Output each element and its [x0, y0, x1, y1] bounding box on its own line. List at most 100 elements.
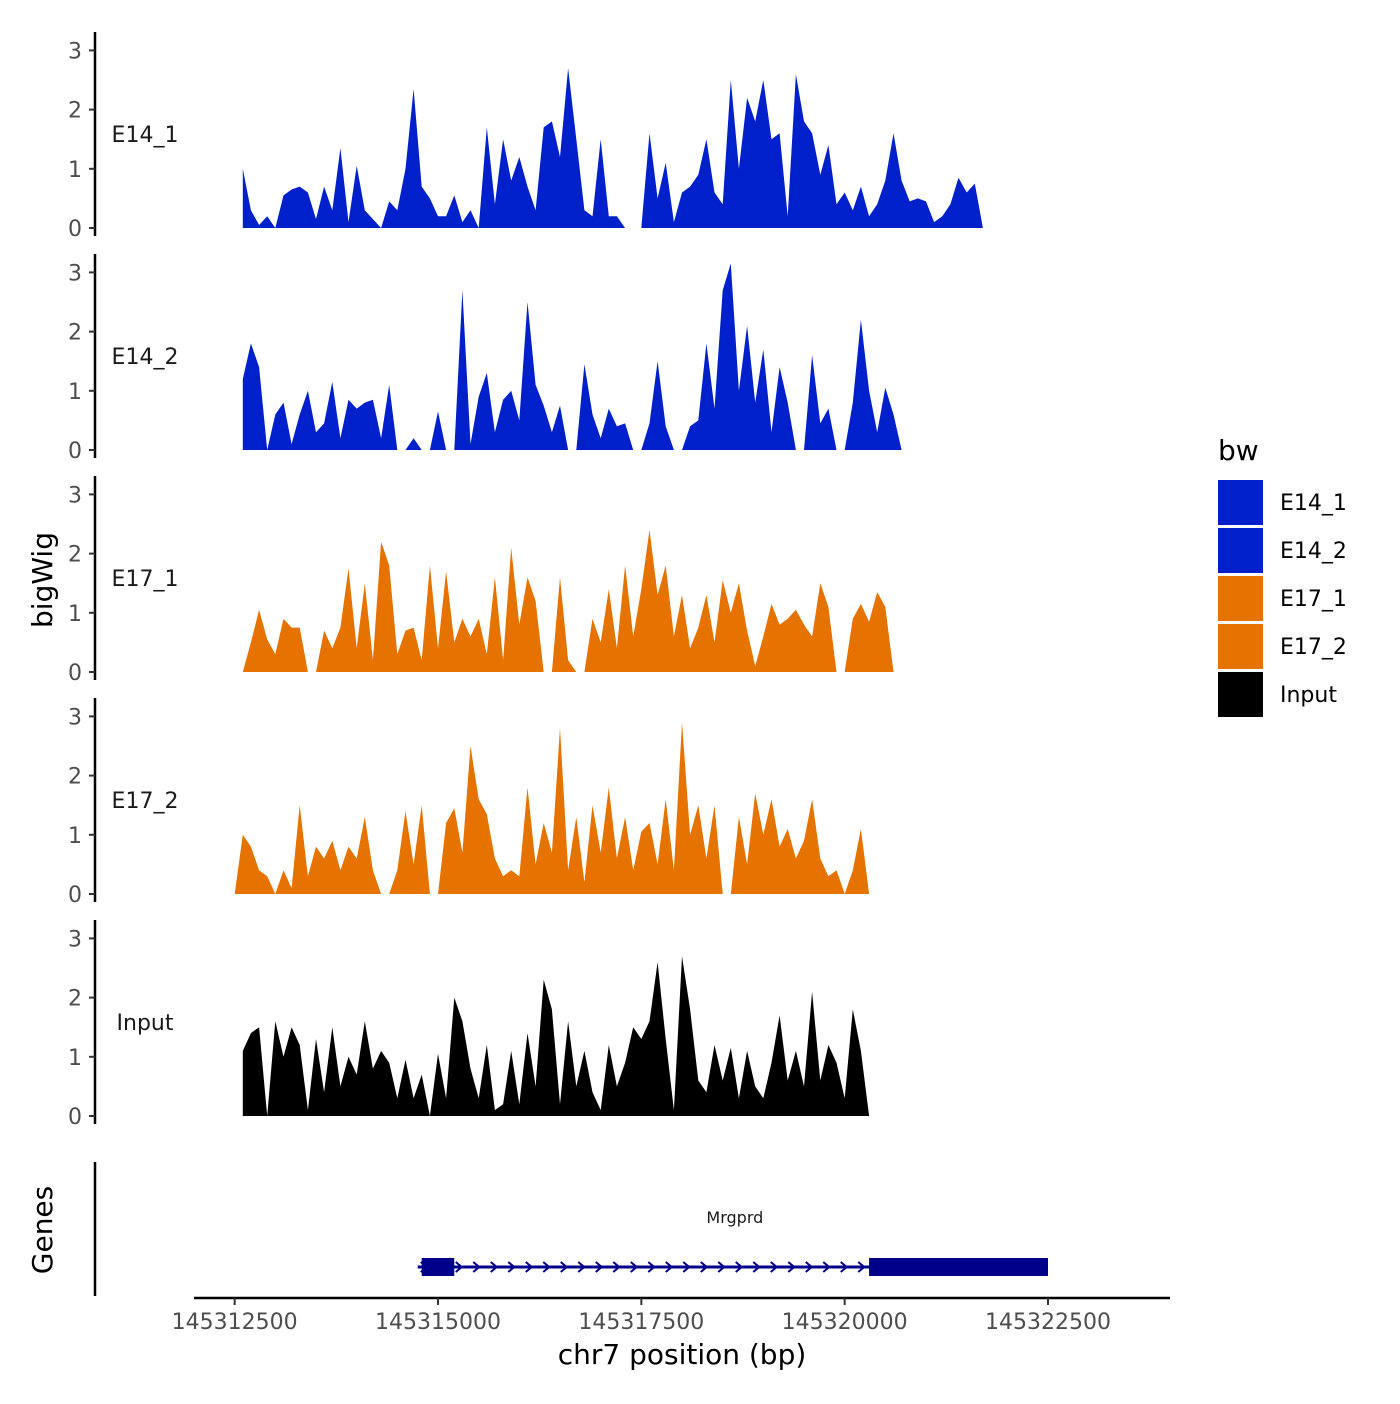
strand-arrow [647, 1261, 656, 1273]
strand-arrow [770, 1261, 779, 1273]
y-tick-label: 0 [68, 217, 82, 242]
area-E14_2-segment [405, 438, 422, 450]
strand-arrow [472, 1261, 481, 1273]
x-tick-label: 145320000 [782, 1310, 908, 1335]
legend-key-Input [1218, 672, 1263, 717]
y-tick-label: 0 [68, 1105, 82, 1130]
legend-key-E17_2 [1218, 624, 1263, 669]
area-E17_2-segment [389, 805, 430, 894]
area-E14_2-segment [844, 319, 902, 450]
area-E17_1-segment [242, 609, 308, 672]
strand-arrow [542, 1261, 551, 1273]
bigwig-tracks: 0 1 2 3 E14_1 0 1 2 3 E14_2 0 1 2 3 E17_1 0 1 2 3 E17_2 0 1 2 3… [68, 32, 983, 1130]
area-E14_2-segment [804, 355, 837, 450]
area-E17_1-segment [316, 541, 544, 672]
strand-arrow [665, 1261, 674, 1273]
strand-arrow [490, 1261, 499, 1273]
legend-key-E17_1 [1218, 576, 1263, 621]
strand-arrow [752, 1261, 761, 1273]
y-tick-label: 1 [68, 380, 82, 405]
x-tick-label: 145312500 [172, 1310, 298, 1335]
area-E17_2-segment [730, 793, 870, 894]
y-tick-label: 3 [68, 483, 82, 508]
area-E14_2-segment [641, 361, 674, 450]
strand-arrow [630, 1261, 639, 1273]
area-E14_2-segment [454, 290, 569, 450]
legend-label-E14_2: E14_2 [1280, 539, 1347, 564]
track-Input: 0 1 2 3 Input [68, 920, 870, 1130]
strand-arrow [717, 1261, 726, 1273]
area-E14_1-segment [641, 74, 983, 228]
y-tick-label: 3 [68, 39, 82, 64]
legend-key-E14_1 [1218, 480, 1263, 525]
strand-arrow [577, 1261, 586, 1273]
y-tick-label: 2 [68, 543, 82, 568]
x-tick-label: 145315000 [375, 1310, 501, 1335]
strand-arrow [822, 1261, 831, 1273]
y-tick-label: 1 [68, 602, 82, 627]
gene-exon [421, 1258, 455, 1276]
area-E17_2-segment [234, 805, 382, 894]
track-E17_1: 0 1 2 3 E17_1 [68, 476, 894, 686]
area-E17_1-segment [584, 529, 837, 672]
track-label-E17_1: E17_1 [112, 567, 179, 592]
area-E17_1-segment [844, 592, 894, 672]
track-label-E14_1: E14_1 [112, 123, 179, 148]
y-tick-label: 2 [68, 987, 82, 1012]
x-tick-label: 145322500 [985, 1310, 1111, 1335]
area-E14_1-segment [242, 68, 626, 228]
track-E14_1: 0 1 2 3 E14_1 [68, 32, 983, 242]
y-tick-label: 3 [68, 261, 82, 286]
strand-arrow [700, 1261, 709, 1273]
y-tick-label: 3 [68, 705, 82, 730]
legend-label-E17_2: E17_2 [1280, 635, 1347, 660]
strand-arrow [507, 1261, 516, 1273]
y-axis-title-bigwig: bigWig [26, 532, 59, 628]
y-tick-label: 0 [68, 661, 82, 686]
y-tick-label: 1 [68, 158, 82, 183]
legend-title: bw [1218, 434, 1259, 467]
track-label-E17_2: E17_2 [112, 789, 179, 814]
gene-label: Mrgprd [706, 1208, 763, 1227]
area-E14_2-segment [242, 343, 398, 450]
strand-arrow [612, 1261, 621, 1273]
legend-key-E14_2 [1218, 528, 1263, 573]
gene-Mrgprd: Mrgprd [417, 1208, 1048, 1276]
area-E17_2-segment [438, 722, 723, 894]
track-E17_2: 0 1 2 3 E17_2 [68, 698, 870, 908]
y-tick-label: 2 [68, 99, 82, 124]
strand-arrow [595, 1261, 604, 1273]
y-axis-title-genes: Genes [26, 1186, 59, 1274]
strand-arrow [682, 1261, 691, 1273]
strand-arrow [455, 1261, 464, 1273]
area-E14_2-segment [576, 364, 634, 450]
gene-panel: Mrgprd [93, 1162, 1048, 1296]
strand-arrow [857, 1261, 866, 1273]
y-tick-label: 1 [68, 824, 82, 849]
area-E17_1-segment [551, 577, 577, 672]
x-axis: 145312500 145315000 145317500 145320000 1453… [172, 1296, 1170, 1335]
track-label-Input: Input [117, 1011, 174, 1036]
track-E14_2: 0 1 2 3 E14_2 [68, 254, 902, 464]
y-tick-label: 3 [68, 927, 82, 952]
strand-arrow [525, 1261, 534, 1273]
strand-arrow [805, 1261, 814, 1273]
x-axis-title: chr7 position (bp) [558, 1338, 807, 1371]
y-tick-label: 2 [68, 321, 82, 346]
area-E14_2-segment [429, 411, 447, 450]
strand-arrow [787, 1261, 796, 1273]
legend: bw E14_1 E14_2 E17_1 E17_2 Input [1218, 434, 1347, 717]
y-tick-label: 0 [68, 883, 82, 908]
gene-exon [869, 1258, 1048, 1276]
track-label-E14_2: E14_2 [112, 345, 179, 370]
x-tick-label: 145317500 [578, 1310, 704, 1335]
strand-arrow [735, 1261, 744, 1273]
y-tick-label: 0 [68, 439, 82, 464]
y-tick-label: 2 [68, 765, 82, 790]
y-tick-label: 1 [68, 1046, 82, 1071]
legend-label-E17_1: E17_1 [1280, 587, 1347, 612]
strand-arrow [840, 1261, 849, 1273]
area-E14_2-segment [682, 263, 796, 450]
